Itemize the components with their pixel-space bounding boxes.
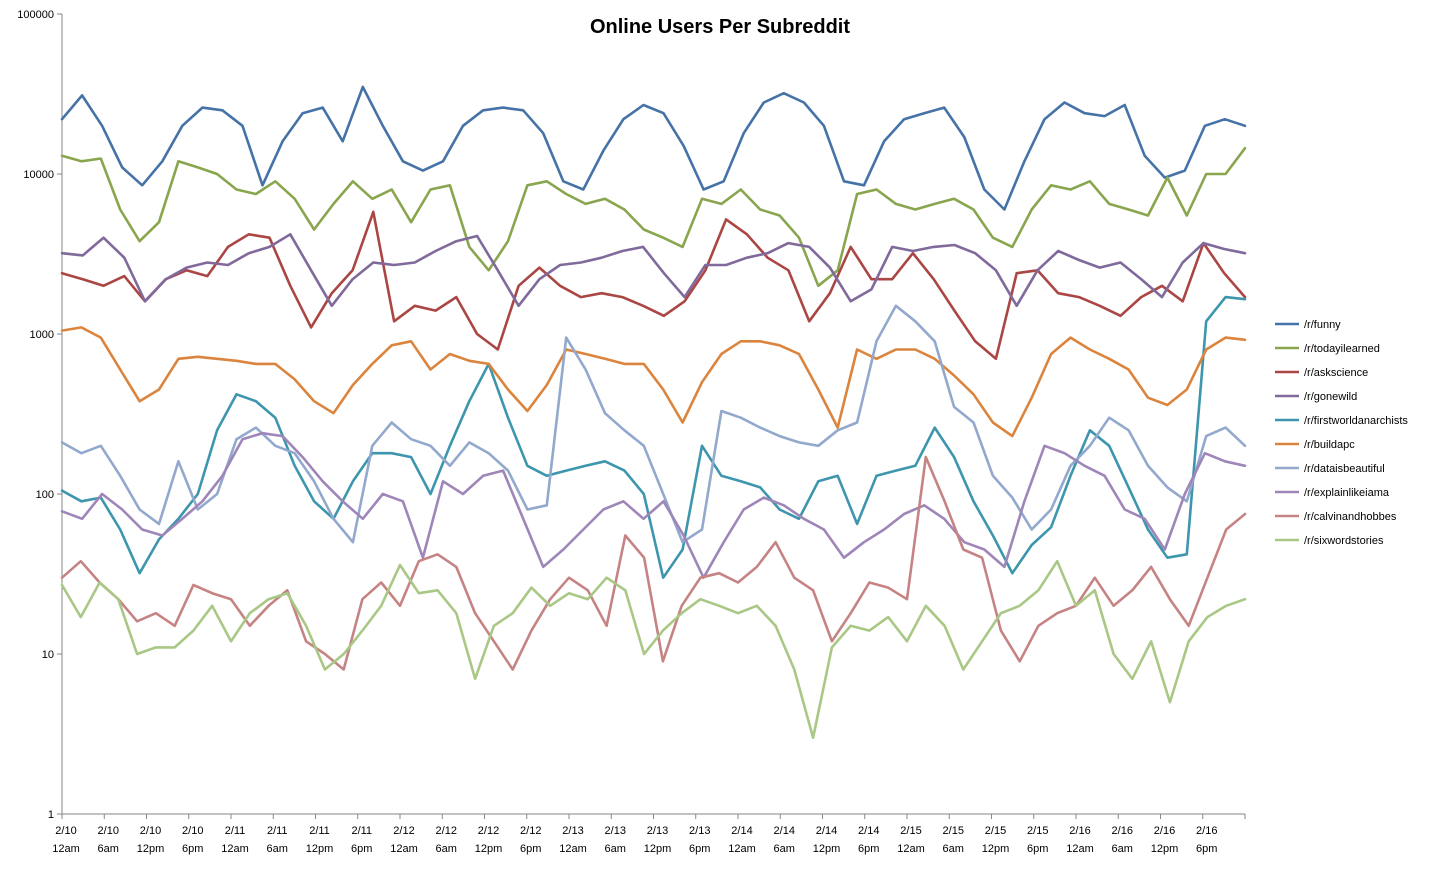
x-tick-date: 2/16 bbox=[1154, 825, 1175, 837]
series-line bbox=[60, 146, 1247, 288]
x-tick-date: 2/11 bbox=[267, 825, 288, 837]
legend: /r/funny/r/todayilearned/r/askscience/r/… bbox=[1275, 319, 1408, 547]
x-tick-time: 6am bbox=[774, 843, 795, 855]
x-tick-date: 2/11 bbox=[225, 825, 246, 837]
series-layer bbox=[60, 85, 1247, 739]
x-tick-date: 2/16 bbox=[1196, 825, 1217, 837]
legend-label: /r/funny bbox=[1304, 319, 1341, 331]
y-tick-label: 1 bbox=[48, 809, 54, 821]
x-axis: 2/10 12am 2/10 6am 2/10 12pm 2/10 6pm 2/11 12am 2/… bbox=[52, 813, 1246, 855]
x-tick-time: 12pm bbox=[475, 843, 503, 855]
x-tick-date: 2/10 bbox=[140, 825, 161, 837]
series-line bbox=[60, 455, 1247, 671]
y-axis: 1 10 100 1000 10000 100000 bbox=[17, 9, 63, 821]
y-tick-label: 1000 bbox=[30, 329, 54, 341]
x-tick-time: 6pm bbox=[689, 843, 710, 855]
x-tick-date: 2/13 bbox=[689, 825, 710, 837]
legend-label: /r/sixwordstories bbox=[1304, 535, 1384, 547]
x-tick-date: 2/14 bbox=[774, 825, 795, 837]
series-line bbox=[60, 295, 1247, 579]
x-tick-time: 12pm bbox=[982, 843, 1010, 855]
x-tick-date: 2/16 bbox=[1069, 825, 1090, 837]
legend-label: /r/dataisbeautiful bbox=[1304, 463, 1385, 475]
x-tick-date: 2/10 bbox=[98, 825, 119, 837]
x-tick-date: 2/14 bbox=[731, 825, 752, 837]
x-tick-time: 12am bbox=[1066, 843, 1094, 855]
x-tick-date: 2/13 bbox=[562, 825, 583, 837]
x-tick-time: 6pm bbox=[1027, 843, 1048, 855]
x-tick-time: 6am bbox=[1112, 843, 1133, 855]
x-tick-time: 6am bbox=[98, 843, 119, 855]
x-tick-time: 12am bbox=[559, 843, 587, 855]
series-line bbox=[60, 559, 1247, 739]
series-line bbox=[60, 326, 1247, 438]
legend-label: /r/todayilearned bbox=[1304, 343, 1380, 355]
x-tick-date: 2/10 bbox=[182, 825, 203, 837]
legend-label: /r/explainlikeiama bbox=[1304, 487, 1390, 499]
x-tick-time: 12am bbox=[52, 843, 80, 855]
x-tick-time: 12pm bbox=[813, 843, 841, 855]
x-tick-time: 12pm bbox=[1151, 843, 1179, 855]
legend-label: /r/askscience bbox=[1304, 367, 1368, 379]
x-tick-time: 12am bbox=[728, 843, 756, 855]
x-tick-date: 2/15 bbox=[985, 825, 1006, 837]
series-line bbox=[60, 210, 1247, 361]
x-tick-time: 6am bbox=[267, 843, 288, 855]
x-tick-date: 2/12 bbox=[436, 825, 457, 837]
x-tick-time: 12am bbox=[897, 843, 925, 855]
x-tick-time: 6am bbox=[943, 843, 964, 855]
x-tick-date: 2/13 bbox=[647, 825, 668, 837]
x-tick-time: 6pm bbox=[1196, 843, 1217, 855]
x-tick-date: 2/13 bbox=[605, 825, 626, 837]
x-tick-date: 2/14 bbox=[816, 825, 837, 837]
legend-label: /r/gonewild bbox=[1304, 391, 1357, 403]
x-tick-time: 12pm bbox=[644, 843, 672, 855]
chart-title: Online Users Per Subreddit bbox=[590, 16, 850, 38]
y-tick-label: 10000 bbox=[23, 169, 54, 181]
x-tick-date: 2/11 bbox=[351, 825, 372, 837]
x-tick-date: 2/15 bbox=[900, 825, 921, 837]
x-tick-date: 2/15 bbox=[1027, 825, 1048, 837]
x-tick-time: 12pm bbox=[306, 843, 334, 855]
x-tick-date: 2/12 bbox=[393, 825, 414, 837]
x-tick-date: 2/12 bbox=[520, 825, 541, 837]
legend-label: /r/calvinandhobbes bbox=[1304, 511, 1397, 523]
x-tick-time: 6pm bbox=[520, 843, 541, 855]
series-line bbox=[60, 233, 1247, 308]
x-tick-time: 6pm bbox=[351, 843, 372, 855]
series-line bbox=[60, 431, 1247, 579]
x-tick-time: 6am bbox=[605, 843, 626, 855]
legend-label: /r/firstworldanarchists bbox=[1304, 415, 1408, 427]
x-tick-time: 12am bbox=[390, 843, 418, 855]
x-tick-date: 2/15 bbox=[943, 825, 964, 837]
y-tick-label: 100000 bbox=[17, 9, 54, 21]
x-tick-time: 12pm bbox=[137, 843, 165, 855]
y-tick-label: 10 bbox=[42, 649, 54, 661]
y-tick-label: 100 bbox=[36, 489, 54, 501]
x-tick-date: 2/11 bbox=[309, 825, 330, 837]
x-tick-date: 2/16 bbox=[1112, 825, 1133, 837]
series-line bbox=[60, 85, 1247, 211]
x-tick-date: 2/12 bbox=[478, 825, 499, 837]
legend-label: /r/buildapc bbox=[1304, 439, 1355, 451]
x-tick-date: 2/10 bbox=[55, 825, 76, 837]
x-tick-time: 12am bbox=[221, 843, 249, 855]
x-tick-date: 2/14 bbox=[858, 825, 879, 837]
x-tick-time: 6pm bbox=[858, 843, 879, 855]
series-line bbox=[60, 304, 1247, 544]
x-tick-time: 6am bbox=[436, 843, 457, 855]
x-tick-time: 6pm bbox=[182, 843, 203, 855]
